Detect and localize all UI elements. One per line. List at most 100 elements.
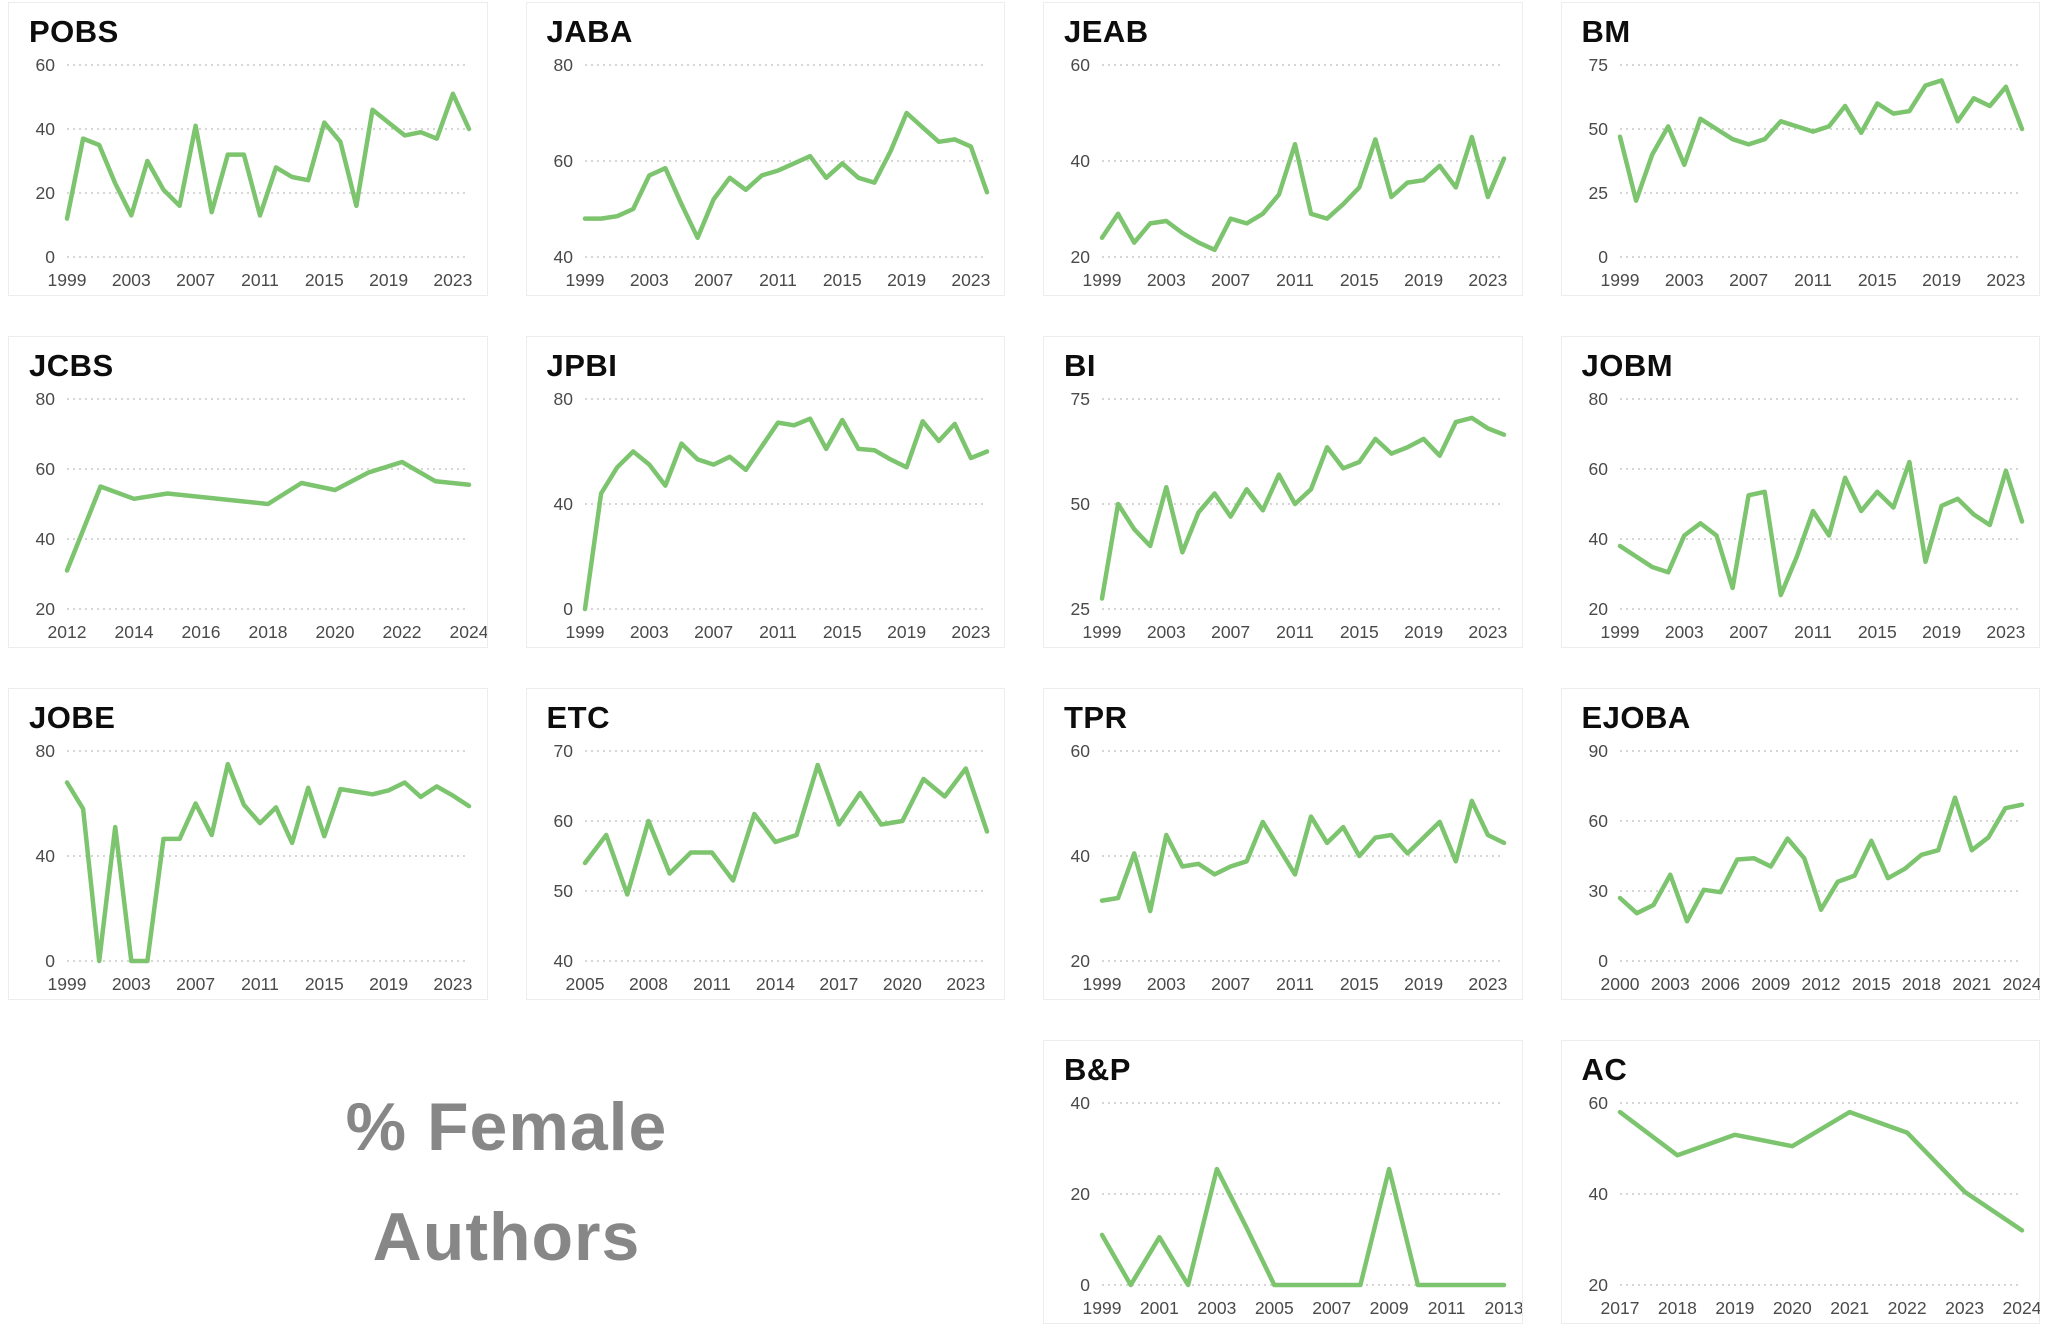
- chart-title-jobe: JOBE: [29, 700, 116, 735]
- x-tick-label: 2009: [1370, 1298, 1409, 1318]
- chart-title-jcbs: JCBS: [29, 348, 114, 383]
- y-tick-label: 60: [1071, 741, 1091, 761]
- data-line: [1617, 1109, 2024, 1233]
- x-tick-label: 2014: [115, 622, 154, 642]
- x-tick-label: 2015: [1340, 270, 1379, 290]
- x-tick-label: 2023: [1468, 622, 1507, 642]
- line-chart-svg: 0 20 40 60 1999 2003 2007 2011 2015 2019 2023: [36, 55, 473, 290]
- y-tick-label: 20: [1588, 1275, 1608, 1295]
- x-tick-label: 2007: [1729, 622, 1768, 642]
- x-tick-label: 1999: [48, 270, 87, 290]
- x-tick-label: 2003: [1147, 270, 1186, 290]
- line-chart-svg: 0 40 80 1999 2003 2007 2011 2015 2019 2023: [553, 389, 990, 642]
- y-tick-label: 60: [1588, 459, 1608, 479]
- x-tick-label: 2011: [1276, 622, 1314, 642]
- chart-plot-bm: 0 25 50 75 1999 2003 2007 2011 2015 2019 2023: [1562, 49, 2040, 295]
- chart-plot-tpr: 20 40 60 1999 2003 2007 2011 2015 2019 2023: [1044, 735, 1522, 999]
- chart-title-bi: BI: [1064, 348, 1096, 383]
- y-tick-label: 25: [1588, 183, 1607, 203]
- x-tick-label: 2013: [1485, 1298, 1522, 1318]
- x-tick-label: 2022: [383, 622, 422, 642]
- x-tick-label: 2011: [1794, 270, 1832, 290]
- y-tick-label: 25: [1071, 599, 1090, 619]
- x-tick-label: 2021: [1952, 974, 1991, 994]
- x-tick-label: 2022: [1887, 1298, 1926, 1318]
- y-tick-label: 40: [1588, 529, 1608, 549]
- chart-plot-jaba: 40 60 80 1999 2003 2007 2011 2015 2019 2023: [527, 49, 1005, 295]
- data-line: [64, 459, 472, 573]
- x-tick-label: 2015: [822, 270, 861, 290]
- y-tick-label: 20: [1071, 1184, 1091, 1204]
- line-chart-svg: 25 50 75 1999 2003 2007 2011 2015 2019 2023: [1071, 389, 1508, 642]
- chart-card-jcbs: JCBS 20 40 60 80 2012 2014 2016 2018 2020 2022 202…: [8, 336, 489, 648]
- caption-line-2: Authors: [372, 1199, 641, 1275]
- chart-title-bm: BM: [1581, 14, 1631, 49]
- x-tick-label: 2003: [1664, 622, 1703, 642]
- x-tick-label: 1999: [1600, 622, 1639, 642]
- chart-card-jpbi: JPBI 0 40 80 1999 2003 2007 2011 2015 2019 2023: [525, 336, 1005, 648]
- x-tick-label: 2007: [694, 622, 733, 642]
- x-tick-label: 2023: [1986, 622, 2025, 642]
- x-tick-label: 2008: [629, 974, 668, 994]
- line-chart-svg: 40 60 80 1999 2003 2007 2011 2015 2019 2023: [553, 55, 990, 290]
- chart-plot-jpbi: 0 40 80 1999 2003 2007 2011 2015 2019 2023: [527, 383, 1005, 647]
- x-tick-label: 2003: [1147, 622, 1186, 642]
- x-tick-label: 2007: [1211, 622, 1250, 642]
- x-tick-label: 1999: [48, 974, 87, 994]
- data-line: [582, 762, 989, 897]
- y-tick-label: 50: [1071, 494, 1091, 514]
- x-tick-label: 2023: [946, 974, 985, 994]
- x-tick-label: 2003: [629, 270, 668, 290]
- chart-card-bm: BM 0 25 50 75 1999 2003 2007 2011 2015 2019 2023: [1560, 2, 2040, 296]
- x-tick-label: 2007: [1729, 270, 1768, 290]
- data-line: [1617, 78, 2024, 204]
- x-tick-label: 1999: [565, 622, 604, 642]
- line-chart-svg: 20 40 60 80 1999 2003 2007 2011 2015 2019 2023: [1588, 389, 2025, 642]
- y-tick-label: 40: [553, 951, 573, 971]
- x-tick-label: 2023: [1986, 270, 2025, 290]
- x-tick-label: 2015: [305, 974, 344, 994]
- x-tick-label: 2024: [2002, 974, 2039, 994]
- x-tick-label: 2019: [1404, 974, 1443, 994]
- x-tick-label: 2019: [1922, 622, 1961, 642]
- y-tick-label: 60: [1588, 811, 1608, 831]
- y-tick-label: 50: [553, 881, 573, 901]
- x-tick-label: 2020: [1772, 1298, 1811, 1318]
- chart-card-jobm: JOBM 20 40 60 80 1999 2003 2007 2011 2015 2019 202…: [1560, 336, 2040, 648]
- y-tick-label: 70: [553, 741, 573, 761]
- x-tick-label: 2017: [1600, 1298, 1639, 1318]
- line-chart-svg: 20 40 60 2017 2018 2019 2020 2021 2022 2023 2024: [1588, 1093, 2041, 1318]
- x-tick-label: 2007: [1211, 270, 1250, 290]
- chart-plot-pobs: 0 20 40 60 1999 2003 2007 2011 2015 2019 2023: [9, 49, 487, 295]
- x-tick-label: 2018: [1902, 974, 1941, 994]
- x-tick-label: 2023: [1468, 974, 1507, 994]
- y-tick-label: 60: [553, 151, 573, 171]
- chart-plot-jcbs: 20 40 60 80 2012 2014 2016 2018 2020 2022 2024: [9, 383, 489, 647]
- y-tick-label: 80: [553, 389, 573, 409]
- x-tick-label: 2015: [1340, 622, 1379, 642]
- chart-title-jobm: JOBM: [1581, 348, 1674, 383]
- data-line: [1099, 415, 1507, 601]
- chart-plot-etc: 40 50 60 70 2005 2008 2011 2014 2017 2020 2023: [527, 735, 1005, 999]
- y-tick-label: 80: [36, 741, 56, 761]
- data-line: [1617, 795, 2024, 924]
- x-tick-label: 2015: [1851, 974, 1890, 994]
- x-tick-label: 2019: [369, 270, 408, 290]
- x-tick-label: 2011: [1428, 1298, 1466, 1318]
- x-tick-label: 2003: [1197, 1298, 1236, 1318]
- chart-title-ejoba: EJOBA: [1581, 700, 1691, 735]
- x-tick-label: 2007: [176, 974, 215, 994]
- line-chart-svg: 0 20 40 1999 2001 2003 2005 2007 2009 2011 2013: [1071, 1093, 1524, 1318]
- data-line: [1099, 798, 1507, 914]
- x-tick-label: 2012: [1801, 974, 1840, 994]
- x-tick-label: 2009: [1751, 974, 1790, 994]
- x-tick-label: 2019: [1404, 270, 1443, 290]
- x-tick-label: 2024: [2002, 1298, 2039, 1318]
- x-tick-label: 2007: [176, 270, 215, 290]
- y-tick-label: 60: [36, 459, 56, 479]
- y-tick-label: 30: [1588, 881, 1608, 901]
- chart-plot-bi: 25 50 75 1999 2003 2007 2011 2015 2019 2023: [1044, 383, 1522, 647]
- x-tick-label: 2011: [759, 270, 797, 290]
- chart-plot-ejoba: 0 30 60 90 2000 2003 2006 2009 2012 2015 2018 2021 2…: [1562, 735, 2041, 999]
- y-tick-label: 40: [1071, 151, 1091, 171]
